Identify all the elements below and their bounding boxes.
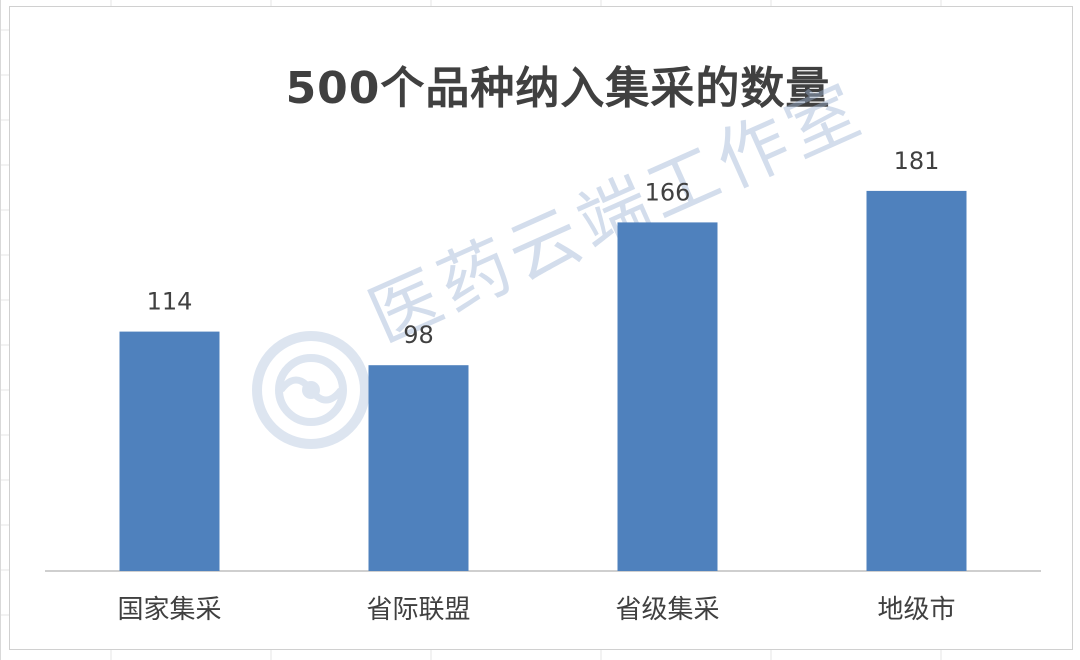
category-label-2: 省际联盟	[366, 595, 470, 625]
category-label-1: 国家集采	[117, 595, 221, 625]
bar-1[interactable]	[119, 331, 220, 571]
data-label-4: 181	[894, 147, 940, 175]
bar-3[interactable]	[617, 222, 718, 571]
category-label-4: 地级市	[877, 595, 955, 625]
bar-4[interactable]	[866, 190, 967, 571]
chart-title: 500个品种纳入集采的数量	[285, 63, 831, 114]
data-label-3: 166	[645, 178, 691, 206]
data-label-2: 98	[403, 321, 434, 349]
cloud-swirl-logo-icon	[252, 331, 370, 449]
category-label-3: 省级集采	[615, 595, 719, 625]
bar-2[interactable]	[368, 365, 469, 571]
data-label-1: 114	[147, 288, 193, 316]
